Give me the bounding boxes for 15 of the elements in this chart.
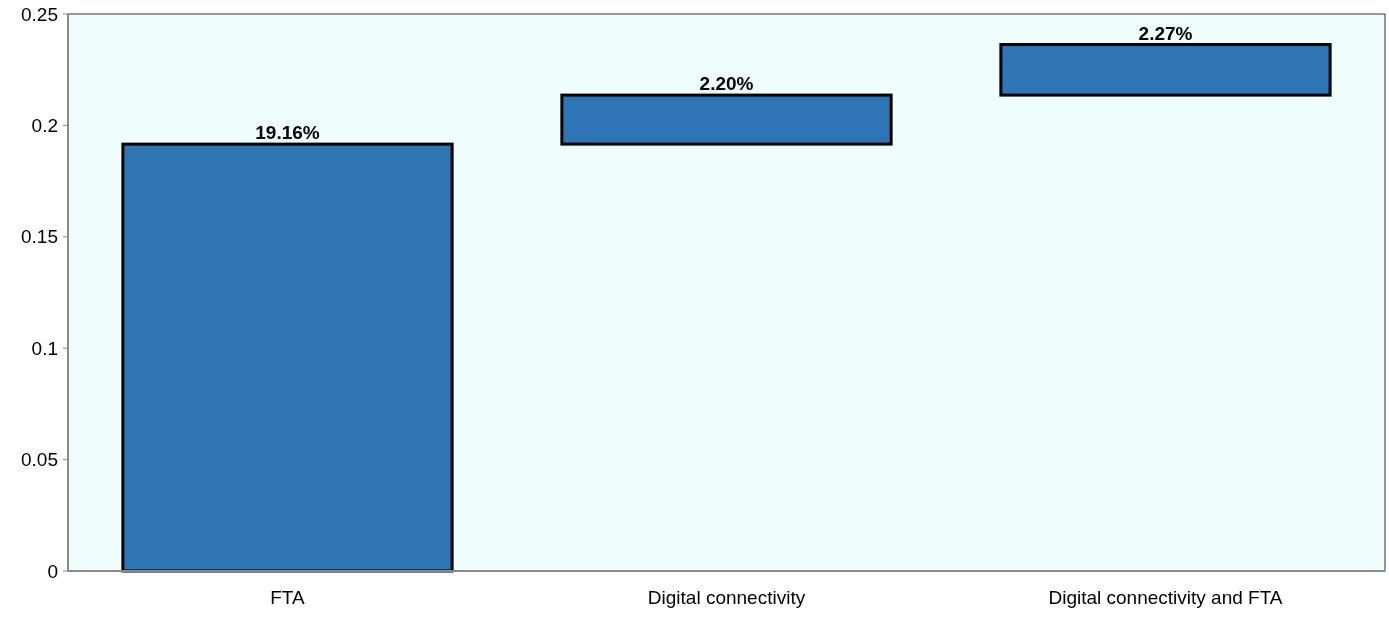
bar	[560, 93, 893, 146]
data-label: 2.20%	[699, 73, 754, 95]
data-label: 2.27%	[1138, 22, 1193, 44]
y-tick-label: 0.05	[21, 449, 58, 471]
data-label: 19.16%	[255, 122, 320, 144]
y-tick-label: 0.15	[21, 226, 58, 248]
bar	[999, 43, 1332, 97]
x-tick-label: Digital connectivity	[647, 587, 806, 608]
y-tick-label: 0.1	[31, 337, 58, 359]
y-tick-label: 0.2	[31, 115, 58, 137]
y-tick-label: 0.25	[21, 3, 58, 25]
bar	[121, 142, 454, 573]
y-tick-label: 0	[47, 560, 58, 582]
x-tick-label: Digital connectivity and FTA	[1048, 587, 1283, 608]
x-tick-label: FTA	[270, 587, 306, 608]
